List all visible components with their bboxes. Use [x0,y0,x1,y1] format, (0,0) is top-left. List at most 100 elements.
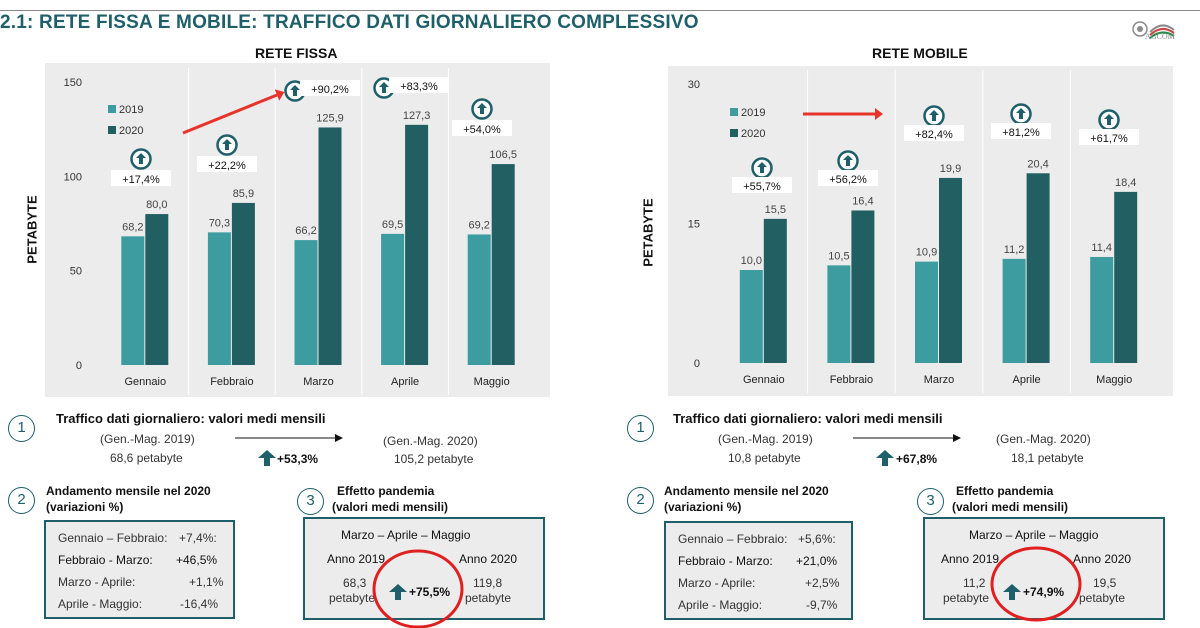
annotation-bg [732,177,792,193]
legend-swatch [730,108,738,116]
bar-value-label: 19,9 [940,163,961,175]
bar-value-label: 69,2 [468,219,489,231]
pandemic-subtitle: (valori medi mensili) [332,500,449,514]
step-2-badge: 2 [627,487,654,514]
growth-annotation: +56,2% [818,150,878,186]
trend-title: Andamento mensile nel 2020 [46,484,211,498]
trend-row-label: Marzo - Aprile: [678,576,756,590]
up-arrow-icon [258,450,276,466]
x-tick-label: Marzo [924,374,955,386]
bar-2020 [763,218,787,363]
bar-2019 [915,261,938,363]
growth-annotation: +81,2% [991,103,1051,139]
step-3-badge: 3 [297,488,324,515]
highlight-arrow [182,93,278,135]
trend-row-label: Aprile - Maggio: [58,597,143,611]
value-2019: 11,2 [963,576,986,590]
unit-2019: petabyte [943,591,990,605]
highlight-circle [372,549,464,628]
bar-2020 [1026,173,1050,363]
annotation-bg [197,156,257,172]
x-tick-label: Marzo [303,376,334,388]
year-2020-label: Anno 2020 [1073,552,1132,566]
bar-2020 [318,127,342,366]
y-tick-label: 30 [688,79,700,91]
x-tick-label: Aprile [1013,374,1041,386]
trend-row-value: +1,1% [189,575,224,589]
trend-row-label: Gennaio – Febbraio: [58,531,168,545]
annotation-bg [300,80,360,96]
up-arrow-icon [876,450,894,466]
trend-box: Gennaio – Febbraio: +5,6%: Febbraio - Ma… [664,521,853,620]
arrowhead-icon [875,108,883,120]
up-arrow-icon [1003,584,1021,600]
legend-label: 2019 [119,104,143,116]
bar-2020 [405,124,429,365]
delta-value: +75,5% [409,585,451,599]
up-arrow-icon [843,155,853,166]
year-2019-label: Anno 2019 [327,552,386,566]
growth-annotation: +83,3% [373,77,449,99]
bar-value-label: 11,2 [1004,244,1025,256]
pandemic-box: Marzo – Aprile – Maggio Anno 2019 Anno 2… [923,517,1165,620]
x-tick-label: Maggio [1096,374,1132,386]
pandemic-title: Effetto pandemia [956,484,1054,498]
annotation-bg [904,125,964,141]
bar-2019 [381,233,405,365]
growth-value: +53,3% [277,452,319,466]
growth-annotation: +17,4% [111,148,171,186]
arrow-right-icon [853,434,961,442]
to-label: (Gen.-Mag. 2020) [996,432,1091,446]
bar-value-label: 80,0 [146,199,167,211]
x-tick-label: Maggio [474,376,510,388]
trend-subtitle: (variazioni %) [664,500,742,514]
bar-value-label: 106,5 [489,149,517,161]
trend-row-label: Aprile - Maggio: [678,598,763,612]
x-tick-label: Febbraio [210,376,253,388]
up-arrow-icon [1016,108,1026,119]
pandemic-subtitle: (valori medi mensili) [952,500,1069,514]
growth-annotation: +90,2% [284,80,360,102]
y-tick-label: 15 [688,219,700,231]
legend-swatch [108,126,116,134]
year-2019-label: Anno 2019 [941,552,1000,566]
bar-value-label: 125,9 [316,112,344,124]
value-2020: 119,8 [473,576,503,590]
growth-value: +67,8% [896,452,938,466]
bar-2019 [294,240,318,365]
highlight-circle [990,546,1082,622]
pandemic-title: Effetto pandemia [337,484,435,498]
up-arrow-icon [379,82,389,93]
unit-2020: petabyte [465,591,512,605]
bar-2020 [939,177,962,363]
ylabel-mobile: PETABYTE [640,198,656,267]
x-tick-label: Aprile [391,376,419,388]
bar-2019 [1002,258,1026,363]
step-3-badge: 3 [917,488,944,515]
y-tick-label: 50 [70,266,82,278]
trend-row-label: Gennaio – Febbraio: [678,532,788,546]
annotation-label: +81,2% [1002,127,1040,139]
bar-2020 [145,214,169,365]
trend-row-value: +2,5% [805,576,840,590]
annotation-bg [452,120,512,136]
annotation-bg [818,170,878,186]
up-arrow-icon [929,110,939,121]
trend-row-value: +21,0% [796,554,838,568]
annotation-label: +82,4% [915,129,953,141]
bar-chart-fissa: 0 50 100 150 68,280,0 Gennaio +17,4% 70,3 85,9 Fe… [45,63,550,397]
legend-swatch [108,105,116,113]
value-2020: 19,5 [1093,576,1117,590]
annotation-label: +54,0% [463,124,501,136]
bar-chart-mobile: 0 15 30 10,0 15,5 Gennaio +55,7% 10,5 16,4 Febbra… [668,66,1173,396]
y-tick-label: 0 [76,360,82,372]
logo-wordmark: AGCOM [1145,32,1175,41]
unit-2019: petabyte [329,591,376,605]
bar-2019 [207,232,231,365]
traffic-title: Traffico dati giornaliero: valori medi m… [56,411,326,426]
bar-value-label: 11,4 [1091,242,1112,254]
from-value: 68,6 petabyte [110,451,183,465]
growth-annotation: +82,4% [904,105,964,141]
delta-value: +74,9% [1023,585,1065,599]
bar-value-label: 127,3 [403,110,431,122]
